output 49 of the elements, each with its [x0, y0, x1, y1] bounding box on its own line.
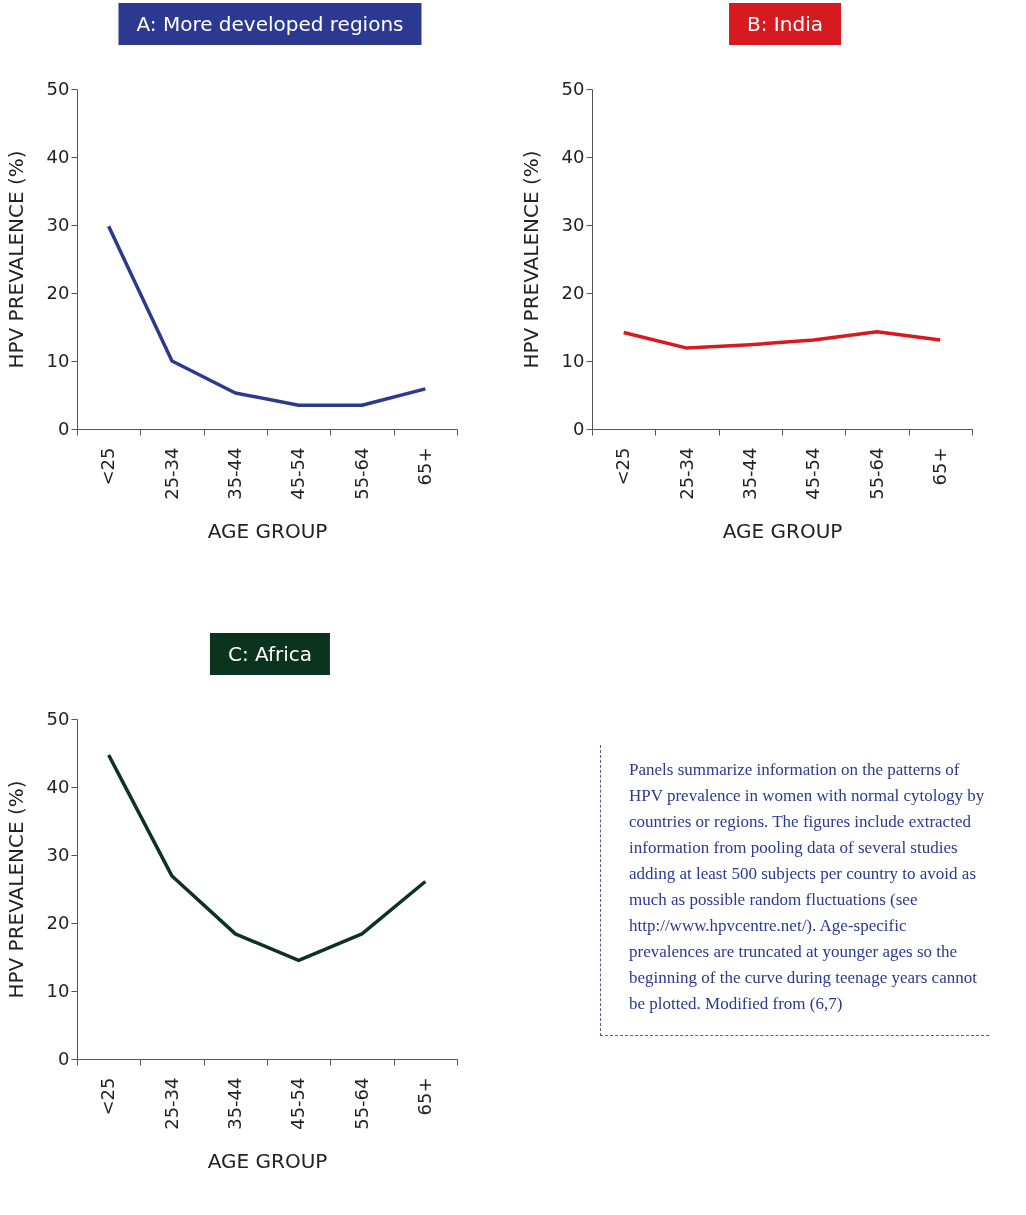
chart-title: B: India [729, 3, 841, 45]
y-tick-label: 0 [58, 1047, 70, 1069]
x-axis-title: AGE GROUP [207, 518, 328, 543]
x-tick-label: 65+ [928, 447, 950, 486]
chart-title: C: Africa [209, 633, 331, 675]
y-tick-label: 30 [561, 213, 585, 235]
y-tick-label: 50 [46, 707, 70, 729]
y-axis-title: HPV PREVALENCE (%) [518, 150, 543, 369]
y-tick-label: 0 [573, 417, 585, 439]
x-tick-label: <25 [612, 447, 634, 486]
x-tick-label: 55-64 [350, 1077, 372, 1130]
line-series [621, 330, 943, 350]
y-tick-label: 40 [46, 775, 70, 797]
y-tick-label: 40 [561, 145, 585, 167]
x-tick-label: 35-44 [223, 447, 245, 500]
line-series [106, 224, 428, 407]
x-tick-label: 35-44 [738, 447, 760, 500]
x-tick-label: 55-64 [350, 447, 372, 500]
x-axis-title: AGE GROUP [207, 1148, 328, 1173]
y-axis-title: HPV PREVALENCE (%) [3, 780, 28, 999]
line-series [106, 753, 428, 963]
y-tick-label: 20 [561, 281, 585, 303]
x-tick-label: 25-34 [160, 447, 182, 500]
y-tick-label: 0 [58, 417, 70, 439]
x-tick-label: 45-54 [287, 1077, 309, 1130]
x-tick-label: <25 [97, 447, 119, 486]
y-tick-label: 30 [46, 843, 70, 865]
chart-title: A: More developed regions [118, 3, 422, 45]
y-tick-label: 20 [46, 281, 70, 303]
y-tick-label: 10 [46, 349, 70, 371]
x-tick-label: 45-54 [287, 447, 309, 500]
y-tick-label: 20 [46, 911, 70, 933]
x-tick-label: 55-64 [865, 447, 887, 500]
y-tick-label: 50 [561, 77, 585, 99]
y-axis-title: HPV PREVALENCE (%) [3, 150, 28, 369]
y-tick-label: 30 [46, 213, 70, 235]
y-tick-label: 10 [561, 349, 585, 371]
y-tick-label: 40 [46, 145, 70, 167]
x-tick-label: 45-54 [802, 447, 824, 500]
x-tick-label: <25 [97, 1077, 119, 1116]
x-tick-label: 25-34 [675, 447, 697, 500]
x-axis-title: AGE GROUP [722, 518, 843, 543]
x-tick-label: 35-44 [223, 1077, 245, 1130]
y-tick-label: 50 [46, 77, 70, 99]
y-tick-label: 10 [46, 979, 70, 1001]
x-tick-label: 25-34 [160, 1077, 182, 1130]
text: Panels summarize information on the patterns of HPV prevalence in women with normal cytology by countries or regions. The figures include extracted information from pooling data of several studies adding at least 500 subjects per country to avoid as much as possible random fluctuations (see http://www.hpvcentre.net/). Age-specific prevalences are truncated at younger ages so the beginning of the curve during teenage years cannot be plotted. Modified from (6,7) [629, 760, 985, 1013]
x-tick-label: 65+ [413, 447, 435, 486]
x-tick-label: 65+ [413, 1077, 435, 1116]
